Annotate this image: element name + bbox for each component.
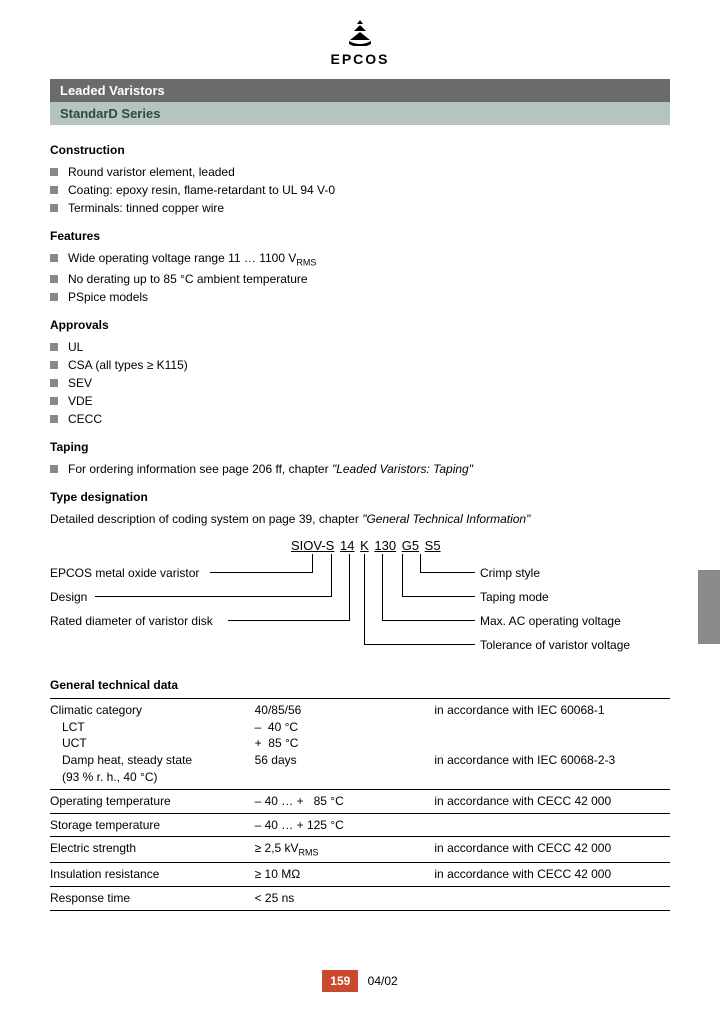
table-cell: in accordance with IEC 60068-1in accorda… bbox=[434, 698, 670, 789]
features-list: Wide operating voltage range 11 … 1100 V… bbox=[50, 249, 670, 306]
type-designation-diagram: SIOV-S 14 K 130 G5 S5 EPCOS metal oxide … bbox=[50, 538, 670, 666]
section-title: Construction bbox=[50, 143, 670, 157]
list-item: No derating up to 85 °C ambient temperat… bbox=[50, 270, 670, 288]
table-row: Electric strength≥ 2,5 kVRMSin accordanc… bbox=[50, 837, 670, 863]
table-cell: in accordance with CECC 42 000 bbox=[434, 863, 670, 887]
list-item: SEV bbox=[50, 374, 670, 392]
taping-text: For ordering information see page 206 ff… bbox=[50, 460, 670, 478]
table-row: Storage temperature– 40 … + 125 °C bbox=[50, 813, 670, 837]
list-item: CECC bbox=[50, 410, 670, 428]
section-title: Type designation bbox=[50, 490, 670, 504]
header-bar-1: Leaded Varistors bbox=[50, 79, 670, 102]
table-cell: Storage temperature bbox=[50, 813, 255, 837]
table-cell: Electric strength bbox=[50, 837, 255, 863]
page-date: 04/02 bbox=[368, 974, 398, 988]
code-string: SIOV-S 14 K 130 G5 S5 bbox=[290, 538, 442, 553]
table-cell: < 25 ns bbox=[255, 887, 435, 911]
tech-data-body: Climatic categoryLCTUCTDamp heat, steady… bbox=[50, 698, 670, 910]
label-crimp: Crimp style bbox=[480, 566, 540, 580]
table-row: Response time< 25 ns bbox=[50, 887, 670, 911]
side-tab bbox=[698, 570, 720, 644]
construction-list: Round varistor element, leadedCoating: e… bbox=[50, 163, 670, 217]
label-epcos-mov: EPCOS metal oxide varistor bbox=[50, 566, 199, 580]
table-cell: ≥ 10 MΩ bbox=[255, 863, 435, 887]
list-item: Coating: epoxy resin, flame-retardant to… bbox=[50, 181, 670, 199]
page-footer: 159 04/02 bbox=[0, 970, 720, 992]
section-title: Taping bbox=[50, 440, 670, 454]
table-cell bbox=[434, 887, 670, 911]
table-row: Operating temperature– 40 … + 85 °Cin ac… bbox=[50, 789, 670, 813]
table-cell: ≥ 2,5 kVRMS bbox=[255, 837, 435, 863]
header-bar-2: StandarD Series bbox=[50, 102, 670, 125]
section-title: General technical data bbox=[50, 678, 670, 692]
section-construction: Construction Round varistor element, lea… bbox=[50, 143, 670, 217]
table-cell: – 40 … + 85 °C bbox=[255, 789, 435, 813]
label-max-ac: Max. AC operating voltage bbox=[480, 614, 621, 628]
table-cell: Operating temperature bbox=[50, 789, 255, 813]
typedes-desc: Detailed description of coding system on… bbox=[50, 510, 670, 528]
list-item: Terminals: tinned copper wire bbox=[50, 199, 670, 217]
label-rated-diameter: Rated diameter of varistor disk bbox=[50, 614, 213, 628]
table-cell: in accordance with CECC 42 000 bbox=[434, 837, 670, 863]
table-cell: – 40 … + 125 °C bbox=[255, 813, 435, 837]
section-features: Features Wide operating voltage range 11… bbox=[50, 229, 670, 306]
list-item: Wide operating voltage range 11 … 1100 V… bbox=[50, 249, 670, 270]
label-taping: Taping mode bbox=[480, 590, 549, 604]
table-cell: Response time bbox=[50, 887, 255, 911]
brand-name: EPCOS bbox=[50, 51, 670, 67]
list-item: CSA (all types ≥ K115) bbox=[50, 356, 670, 374]
table-cell bbox=[434, 813, 670, 837]
label-tolerance: Tolerance of varistor voltage bbox=[480, 638, 630, 652]
table-cell: in accordance with CECC 42 000 bbox=[434, 789, 670, 813]
table-row: Insulation resistance≥ 10 MΩin accordanc… bbox=[50, 863, 670, 887]
label-design: Design bbox=[50, 590, 87, 604]
section-title: Approvals bbox=[50, 318, 670, 332]
section-title: Features bbox=[50, 229, 670, 243]
list-item: UL bbox=[50, 338, 670, 356]
section-type-designation: Type designation Detailed description of… bbox=[50, 490, 670, 666]
section-taping: Taping For ordering information see page… bbox=[50, 440, 670, 478]
section-approvals: Approvals ULCSA (all types ≥ K115)SEVVDE… bbox=[50, 318, 670, 428]
tech-data-table: Climatic categoryLCTUCTDamp heat, steady… bbox=[50, 698, 670, 911]
page-number: 159 bbox=[322, 970, 358, 992]
list-item: VDE bbox=[50, 392, 670, 410]
section-tech-data: General technical data Climatic category… bbox=[50, 678, 670, 911]
approvals-list: ULCSA (all types ≥ K115)SEVVDECECC bbox=[50, 338, 670, 428]
list-item: Round varistor element, leaded bbox=[50, 163, 670, 181]
table-cell: Climatic categoryLCTUCTDamp heat, steady… bbox=[50, 698, 255, 789]
table-row: Climatic categoryLCTUCTDamp heat, steady… bbox=[50, 698, 670, 789]
table-cell: Insulation resistance bbox=[50, 863, 255, 887]
table-cell: 40/85/56– 40 °C+ 85 °C56 days bbox=[255, 698, 435, 789]
brand-logo: EPCOS bbox=[50, 20, 670, 67]
list-item: PSpice models bbox=[50, 288, 670, 306]
